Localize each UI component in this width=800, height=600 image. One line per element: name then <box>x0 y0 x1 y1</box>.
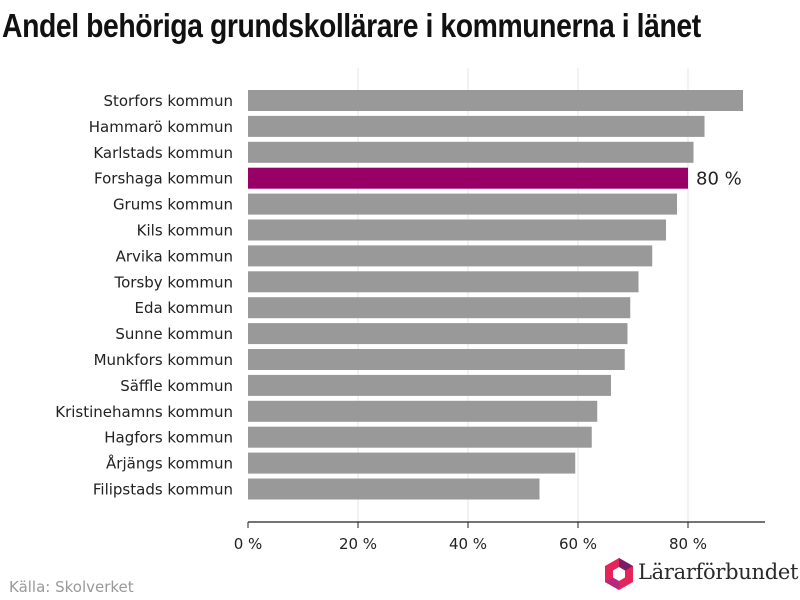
chart-title: Andel behöriga grundskollärare i kommune… <box>2 7 701 44</box>
bar <box>248 297 631 319</box>
category-label: Grums kommun <box>113 196 233 214</box>
bar <box>248 245 653 267</box>
category-label: Eda kommun <box>134 299 233 317</box>
category-label: Forshaga kommun <box>94 170 233 188</box>
category-label: Hagfors kommun <box>104 429 233 447</box>
bar <box>248 478 540 500</box>
category-label: Munkfors kommun <box>94 351 233 369</box>
category-label: Hammarö kommun <box>89 118 233 136</box>
category-label: Kils kommun <box>137 222 233 240</box>
bars <box>248 90 743 500</box>
category-label: Årjängs kommun <box>106 454 233 473</box>
category-label: Torsby kommun <box>113 273 233 291</box>
category-label: Sunne kommun <box>115 325 233 343</box>
x-tick-label: 60 % <box>559 535 597 553</box>
x-tick-label: 80 % <box>669 535 707 553</box>
brand-mark-icon <box>605 558 633 590</box>
x-tick-label: 0 % <box>234 535 263 553</box>
bar <box>248 374 611 396</box>
category-label: Storfors kommun <box>103 92 233 110</box>
brand-name: Lärarförbundet <box>638 560 799 584</box>
category-labels: Storfors kommun Hammarö kommun Karlstads k… <box>55 92 741 499</box>
bar <box>248 90 743 111</box>
x-tick-label: 20 % <box>339 535 377 553</box>
bar <box>248 271 639 293</box>
highlight-value-label: 80 % <box>696 169 742 190</box>
x-axis: 0 % 20 % 40 % 60 % 80 % <box>234 521 765 553</box>
category-label: Arvika kommun <box>116 247 233 265</box>
source-note: Källa: Skolverket <box>9 578 134 596</box>
category-label: Säffle kommun <box>120 377 233 395</box>
category-label: Karlstads kommun <box>93 144 233 162</box>
bar <box>248 115 705 137</box>
category-label: Filipstads kommun <box>93 481 233 499</box>
bar <box>248 323 628 345</box>
bar <box>248 193 677 215</box>
bar <box>248 141 694 163</box>
bar <box>248 426 592 448</box>
bar <box>248 349 625 370</box>
bar <box>248 400 598 422</box>
x-tick-label: 40 % <box>449 535 487 553</box>
bar <box>248 219 666 241</box>
bar <box>248 452 576 474</box>
bar-highlight <box>248 167 688 189</box>
category-label: Kristinehamns kommun <box>55 403 233 421</box>
